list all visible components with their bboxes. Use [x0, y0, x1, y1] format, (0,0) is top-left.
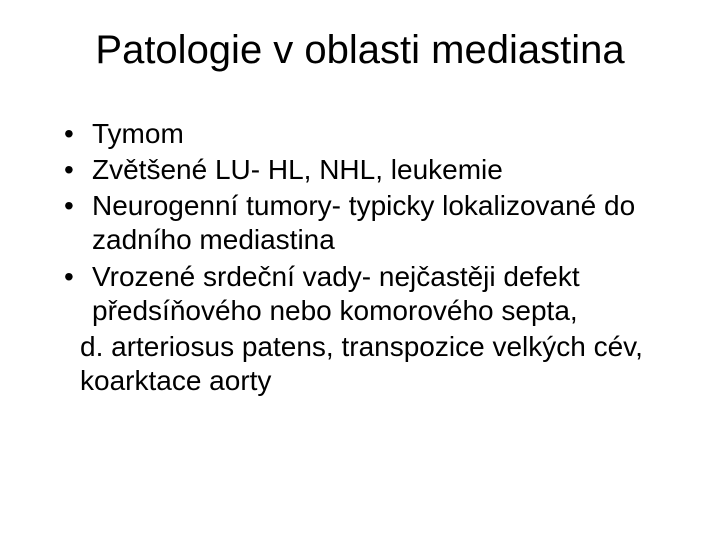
slide: Patologie v oblasti mediastina Tymom Zvě… [0, 0, 720, 540]
list-item: Neurogenní tumory- typicky lokalizované … [62, 189, 670, 257]
list-item: Tymom [62, 117, 670, 151]
list-item: Zvětšené LU- HL, NHL, leukemie [62, 153, 670, 187]
bullet-list: Tymom Zvětšené LU- HL, NHL, leukemie Neu… [50, 117, 670, 328]
continuation-line: d. arteriosus patens, transpozice velkýc… [50, 330, 670, 398]
slide-title: Patologie v oblasti mediastina [50, 28, 670, 73]
list-item: Vrozené srdeční vady- nejčastěji defekt … [62, 260, 670, 328]
